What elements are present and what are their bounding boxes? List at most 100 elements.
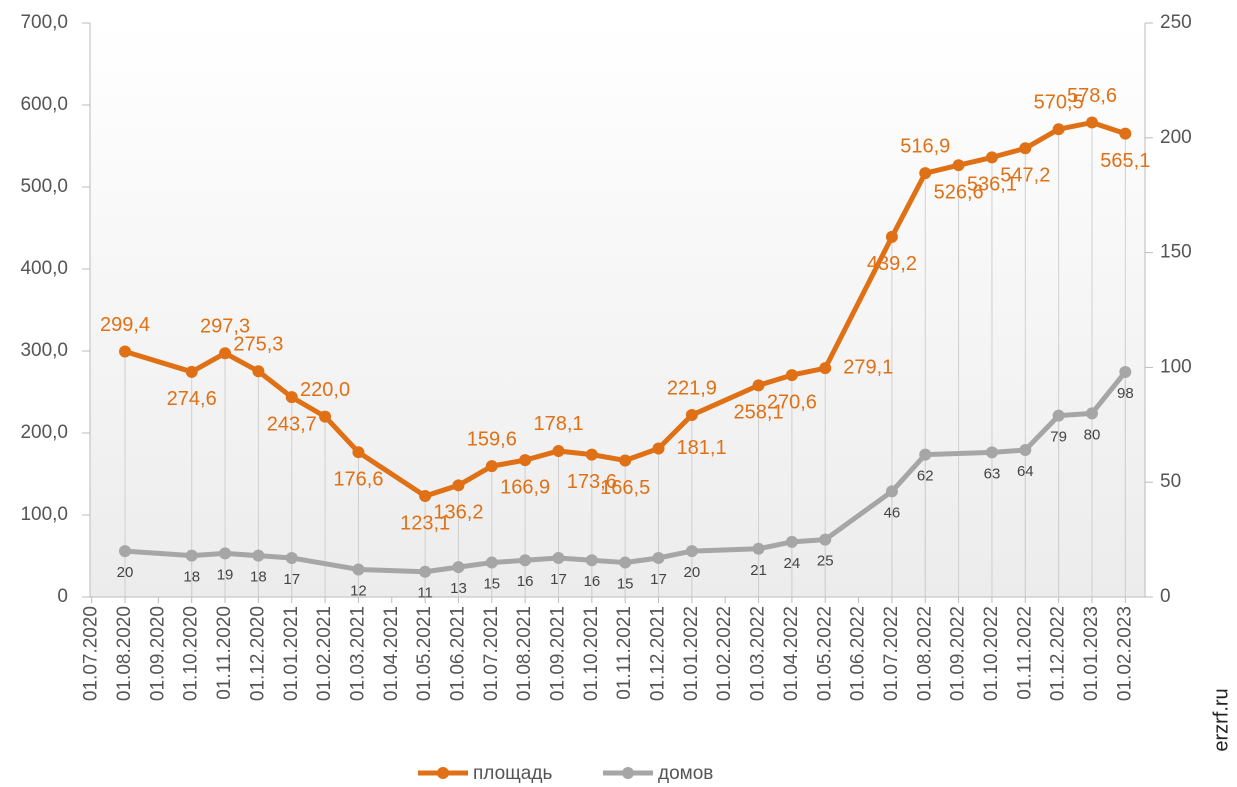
- x-tick-label: 01.04.2021: [381, 606, 402, 701]
- point: [452, 479, 465, 492]
- data-label: 299,4: [100, 314, 150, 336]
- point: [219, 347, 232, 360]
- y2-tick-label: 50: [1160, 471, 1181, 492]
- data-label: 15: [617, 576, 634, 593]
- x-tick-label: 01.09.2022: [948, 606, 969, 701]
- y-tick-label: 500,0: [20, 176, 68, 197]
- x-tick-label: 01.11.2022: [1014, 606, 1035, 700]
- data-label: 62: [917, 468, 934, 485]
- x-tick-label: 01.04.2022: [781, 606, 802, 701]
- data-label: 176,6: [333, 468, 383, 490]
- point: [685, 409, 698, 422]
- data-label: 80: [1084, 426, 1101, 443]
- point: [1019, 142, 1032, 155]
- data-label: 516,9: [900, 135, 950, 157]
- point: [285, 551, 298, 564]
- point: [585, 554, 598, 567]
- legend-label: домов: [658, 763, 713, 784]
- x-tick-label: 01.12.2022: [1048, 606, 1069, 701]
- point: [419, 565, 432, 578]
- data-label: 258,1: [734, 402, 784, 424]
- data-label: 536,1: [967, 174, 1017, 196]
- x-tick-label: 01.12.2021: [648, 606, 669, 701]
- point: [652, 551, 665, 564]
- data-label: 275,3: [233, 334, 283, 356]
- y-tick-label: 400,0: [20, 258, 68, 279]
- point: [1119, 365, 1132, 378]
- point: [652, 442, 665, 455]
- point: [552, 444, 565, 457]
- x-tick-label: 01.08.2022: [914, 606, 935, 701]
- data-label: 98: [1117, 385, 1134, 402]
- x-tick-label: 01.01.2023: [1081, 606, 1102, 701]
- point: [885, 230, 898, 243]
- point: [119, 345, 132, 358]
- data-label: 166,5: [600, 477, 650, 499]
- x-tick-label: 01.06.2022: [848, 606, 869, 701]
- plot-area: [90, 23, 1145, 597]
- point: [1119, 127, 1132, 140]
- data-label: 173,6: [567, 471, 617, 493]
- data-label: 17: [550, 571, 567, 588]
- point: [685, 545, 698, 558]
- data-label: 12: [350, 582, 367, 599]
- point: [985, 446, 998, 459]
- data-label: 79: [1050, 429, 1067, 446]
- data-label: 20: [684, 564, 701, 581]
- data-label: 21: [750, 562, 767, 579]
- data-label: 64: [1017, 463, 1034, 480]
- y-tick-label: 300,0: [20, 340, 68, 361]
- data-label: 570,5: [1034, 91, 1084, 113]
- data-label: 63: [984, 465, 1001, 482]
- point: [785, 369, 798, 382]
- data-label: 16: [583, 573, 600, 590]
- data-label: 17: [650, 571, 667, 588]
- data-label: 565,1: [1100, 150, 1150, 172]
- data-label: 19: [217, 566, 234, 583]
- point: [352, 446, 365, 459]
- data-label: 526,6: [934, 181, 984, 203]
- x-tick-label: 01.08.2021: [514, 606, 535, 701]
- legend-marker: [437, 767, 449, 779]
- data-label: 20: [117, 564, 134, 581]
- data-label: 274,6: [167, 388, 217, 410]
- point: [819, 362, 832, 375]
- data-label: 578,6: [1067, 85, 1117, 107]
- data-label: 243,7: [267, 413, 317, 435]
- point: [485, 460, 498, 473]
- data-label: 123,1: [400, 512, 450, 534]
- x-tick-label: 01.10.2020: [181, 606, 202, 701]
- data-label: 221,9: [667, 377, 717, 399]
- data-label: 297,3: [200, 315, 250, 337]
- point: [185, 549, 198, 562]
- point: [1019, 444, 1032, 457]
- x-tick-label: 01.06.2021: [447, 606, 468, 701]
- point: [119, 545, 132, 558]
- point: [1052, 409, 1065, 422]
- point: [185, 365, 198, 378]
- point: [819, 533, 832, 546]
- y-tick-label: 700,0: [20, 12, 68, 33]
- point: [419, 490, 432, 503]
- point: [919, 448, 932, 461]
- y2-tick-label: 200: [1160, 127, 1192, 148]
- x-tick-label: 01.02.2023: [1114, 606, 1135, 701]
- point: [752, 379, 765, 392]
- point: [1085, 116, 1098, 129]
- data-label: 159,6: [467, 428, 517, 450]
- x-tick-label: 01.09.2021: [548, 606, 569, 701]
- point: [219, 547, 232, 560]
- point: [1085, 407, 1098, 420]
- point: [519, 554, 532, 567]
- data-label: 46: [884, 504, 901, 521]
- data-label: 181,1: [677, 437, 727, 459]
- x-tick-label: 01.02.2022: [714, 606, 735, 701]
- data-label: 16: [517, 573, 534, 590]
- legend-label: площадь: [473, 763, 552, 784]
- data-label: 25: [817, 553, 834, 570]
- data-label: 547,2: [1000, 165, 1050, 187]
- point: [585, 448, 598, 461]
- x-tick-label: 01.11.2020: [214, 606, 235, 700]
- x-tick-label: 01.03.2022: [748, 606, 769, 701]
- x-tick-label: 01.11.2021: [614, 606, 635, 700]
